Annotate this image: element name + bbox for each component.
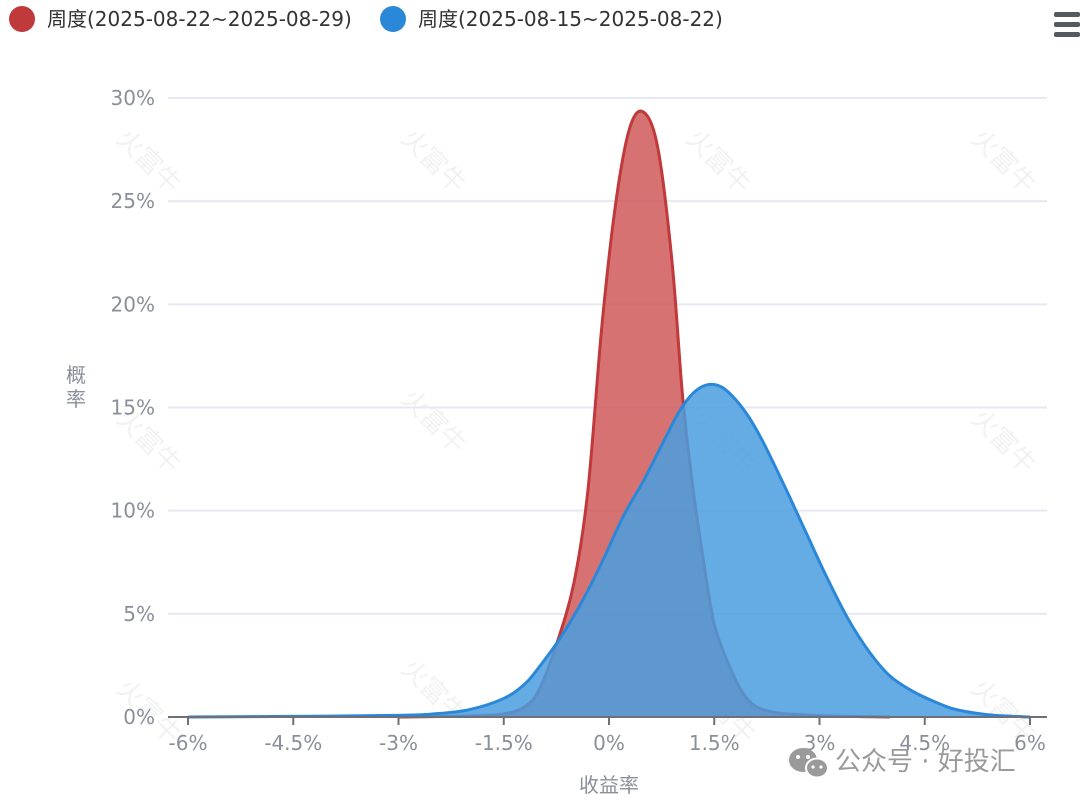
x-tick-label: -6% — [169, 731, 208, 755]
y-tick-label: 20% — [111, 292, 155, 316]
x-tick-label: -3% — [379, 731, 418, 755]
y-tick-label: 25% — [111, 189, 155, 213]
hamburger-menu-icon[interactable] — [1054, 12, 1080, 37]
watermark: 火富牛 — [965, 124, 1041, 200]
wechat-icon — [789, 748, 829, 779]
x-tick-label: -4.5% — [264, 731, 322, 755]
legend-item-1[interactable]: 周度(2025-08-22~2025-08-29) — [9, 6, 352, 32]
series-1-area[interactable] — [398, 111, 890, 718]
legend-marker — [380, 6, 406, 32]
y-axis-title: 概率 — [66, 363, 86, 411]
y-axis-ticks: 0% 5% 10% 15% 20% 25% 30% — [111, 86, 155, 729]
x-tick-label: -1.5% — [475, 731, 533, 755]
legend-label: 周度(2025-08-22~2025-08-29) — [47, 7, 352, 31]
x-tick-label: 0% — [593, 731, 625, 755]
legend[interactable]: 周度(2025-08-22~2025-08-29) 周度(2025-08-15~2… — [9, 6, 723, 32]
legend-item-2[interactable]: 周度(2025-08-15~2025-08-22) — [380, 6, 723, 32]
x-tick-label: 1.5% — [689, 731, 740, 755]
y-tick-label: 5% — [123, 602, 155, 626]
x-tick-label: 4.5% — [899, 731, 950, 755]
y-tick-label: 0% — [123, 705, 155, 729]
x-tick-label: 6% — [1014, 731, 1046, 755]
watermark: 火富牛 — [680, 124, 756, 200]
y-tick-label: 10% — [111, 499, 155, 523]
watermark: 火富牛 — [395, 384, 471, 460]
legend-marker — [9, 6, 35, 32]
credit-text: 公众号 · 好投汇 — [835, 747, 1016, 777]
y-tick-label: 15% — [111, 396, 155, 420]
credit: 公众号 · 好投汇 — [789, 747, 1016, 779]
watermark: 火富牛 — [395, 654, 471, 730]
watermark: 火富牛 — [395, 124, 471, 200]
x-axis-title: 收益率 — [579, 773, 639, 797]
watermark: 火富牛 — [965, 404, 1041, 480]
legend-label: 周度(2025-08-15~2025-08-22) — [418, 7, 723, 31]
series-2-line[interactable] — [187, 382, 1031, 719]
y-tick-label: 30% — [111, 86, 155, 110]
x-axis-ticks: -6% -4.5% -3% -1.5% 0% 1.5% 3% 4.5% 6% — [169, 717, 1046, 755]
series-layer — [187, 109, 1031, 719]
